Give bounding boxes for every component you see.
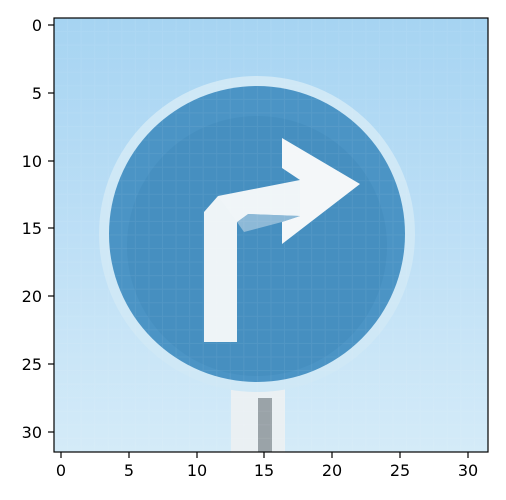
x-tick-label: 5 <box>124 461 134 480</box>
x-tick-label: 20 <box>322 461 342 480</box>
y-tick: 5 <box>32 84 54 103</box>
x-tick: 25 <box>390 452 410 480</box>
x-tick-label: 30 <box>458 461 478 480</box>
y-axis: 0 5 10 15 20 25 30 <box>22 16 54 442</box>
y-tick-label: 15 <box>22 219 42 238</box>
image-raster <box>54 18 488 452</box>
y-tick: 30 <box>22 423 54 442</box>
pixel-grid-overlay <box>54 18 488 452</box>
y-tick-label: 30 <box>22 423 42 442</box>
x-tick: 30 <box>458 452 478 480</box>
x-tick-label: 0 <box>56 461 66 480</box>
y-tick-label: 25 <box>22 355 42 374</box>
x-tick: 10 <box>187 452 207 480</box>
x-tick-label: 10 <box>187 461 207 480</box>
x-tick: 15 <box>254 452 274 480</box>
x-tick: 0 <box>56 452 66 480</box>
x-tick-label: 25 <box>390 461 410 480</box>
y-tick: 0 <box>32 16 54 35</box>
x-axis: 0 5 10 15 20 25 30 <box>56 452 478 480</box>
x-tick: 20 <box>322 452 342 480</box>
x-tick: 5 <box>124 452 134 480</box>
y-tick-label: 10 <box>22 152 42 171</box>
y-tick: 15 <box>22 219 54 238</box>
axes-frame <box>53 17 489 453</box>
y-tick: 25 <box>22 355 54 374</box>
y-tick-label: 20 <box>22 287 42 306</box>
x-tick-label: 15 <box>254 461 274 480</box>
y-tick-label: 0 <box>32 16 42 35</box>
y-tick: 20 <box>22 287 54 306</box>
y-tick-label: 5 <box>32 84 42 103</box>
y-tick: 10 <box>22 152 54 171</box>
